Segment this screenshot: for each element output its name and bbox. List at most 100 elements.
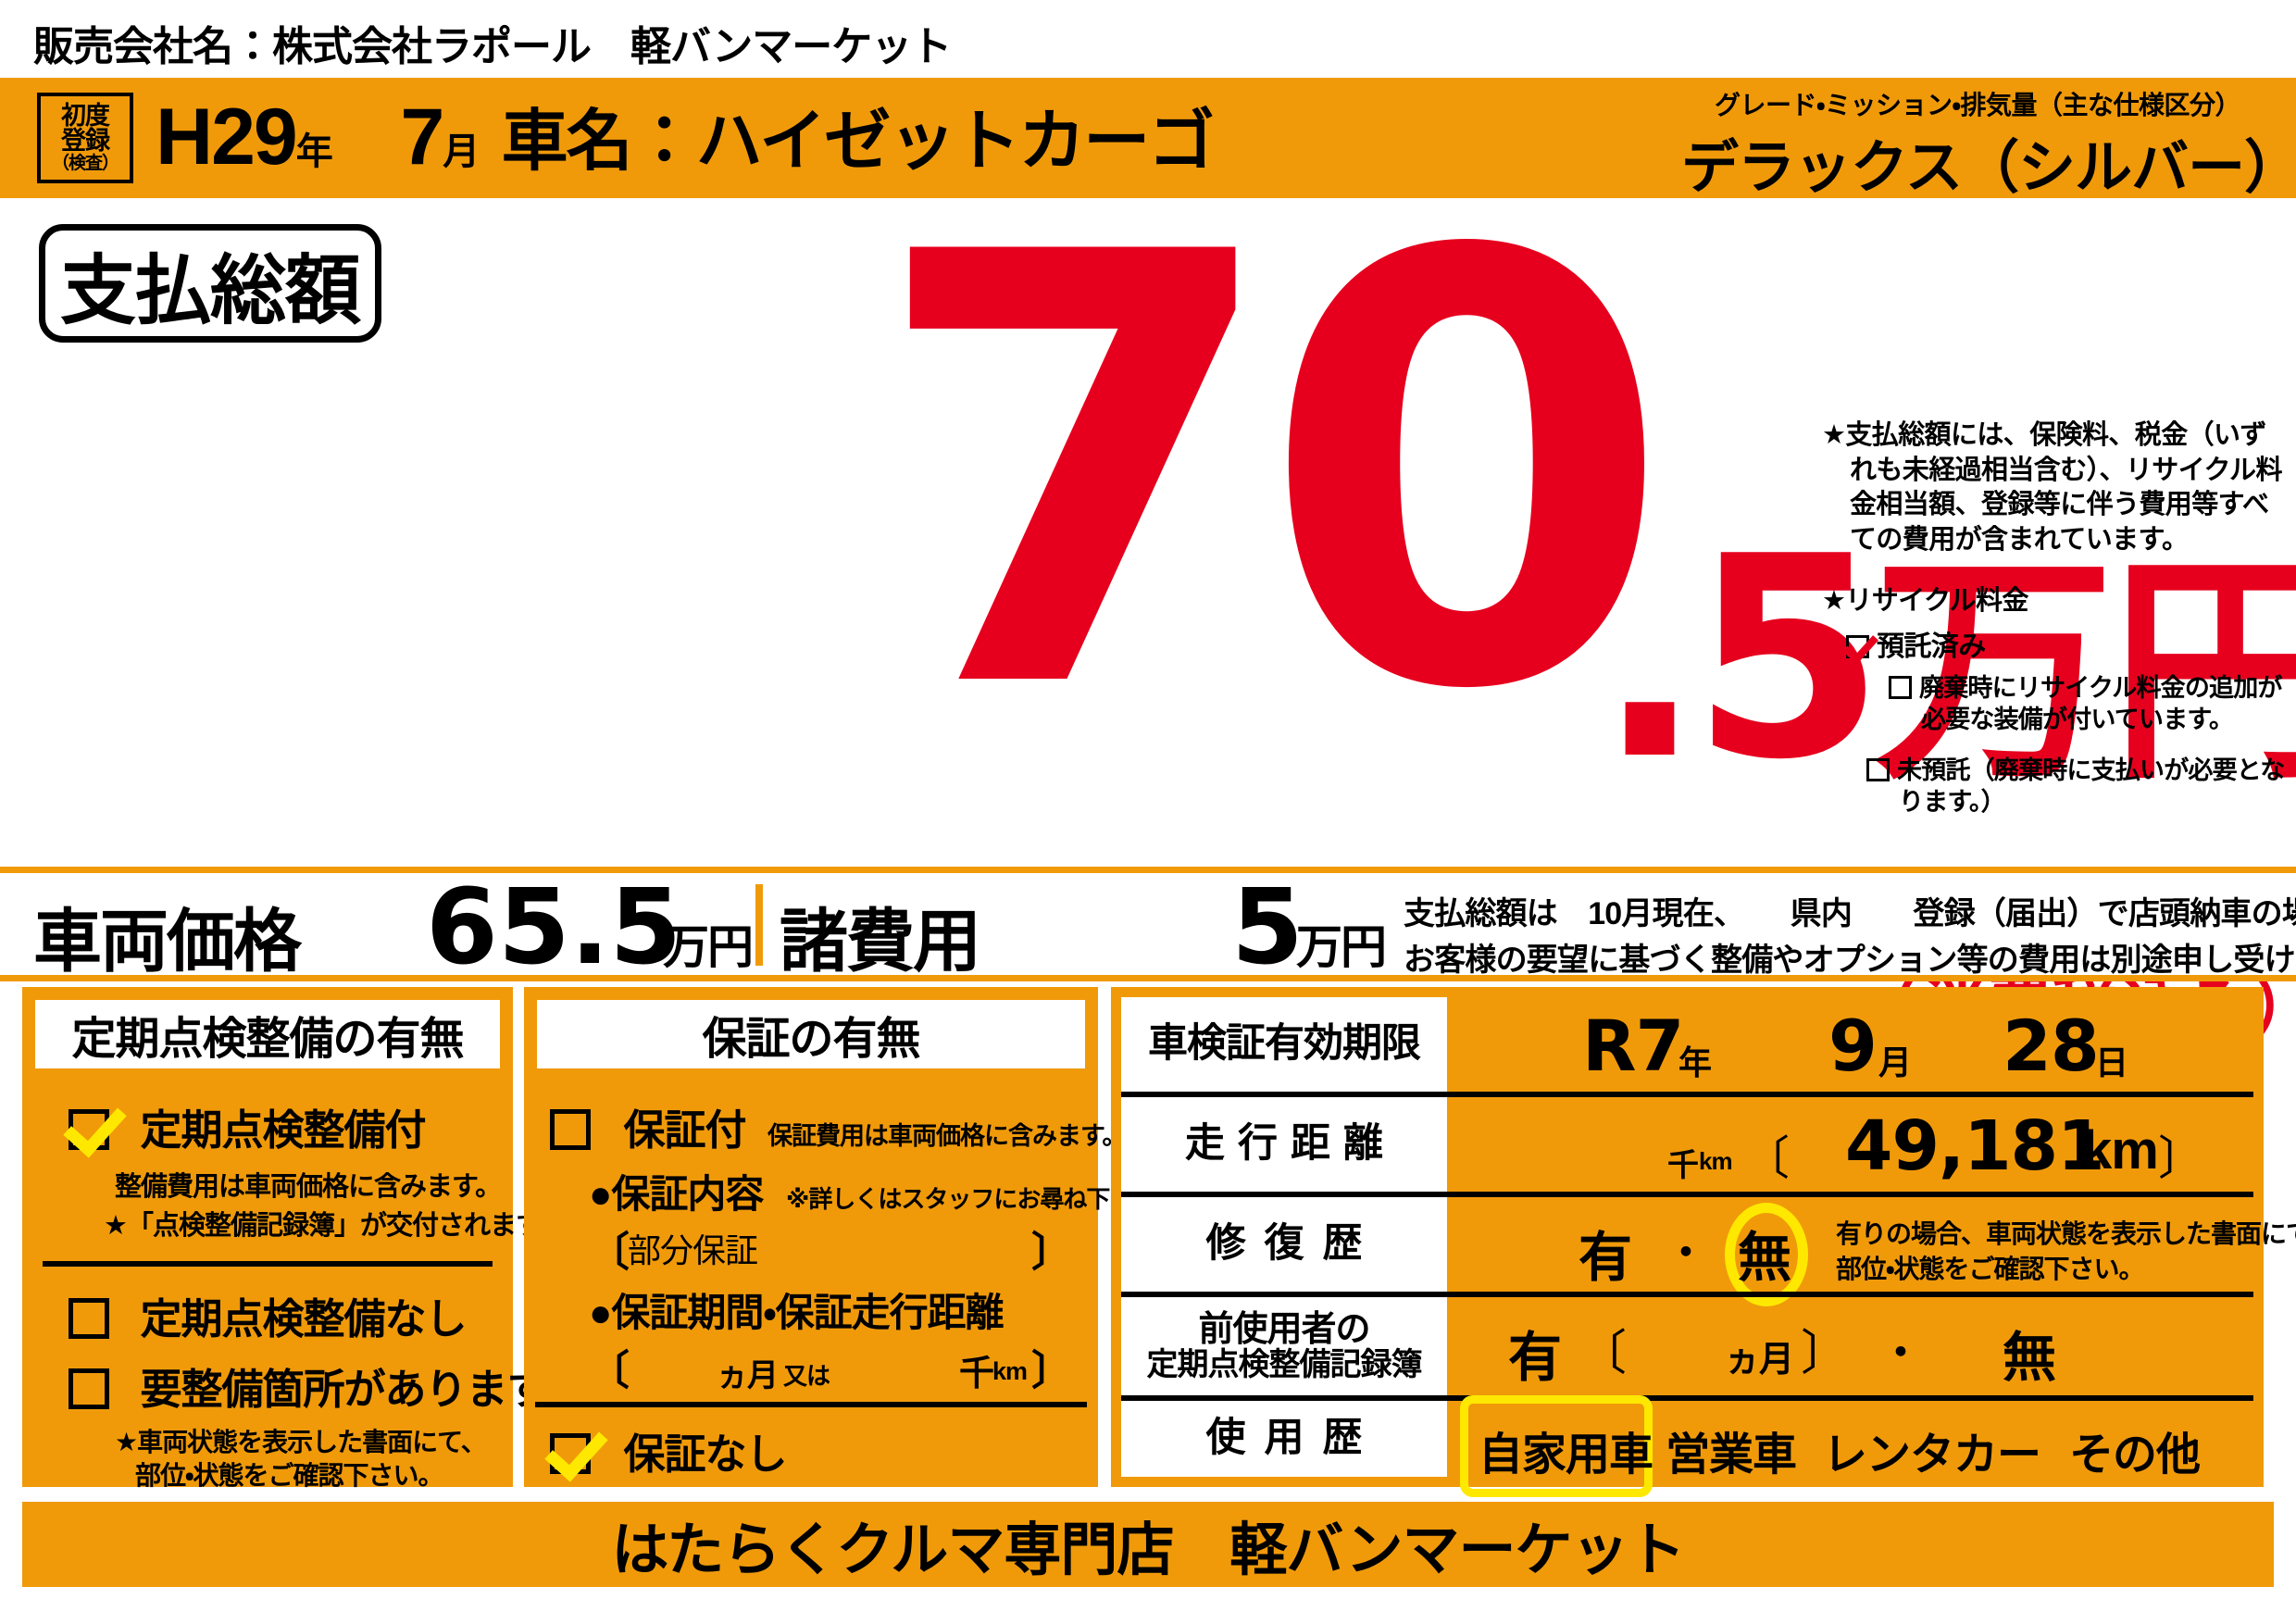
panel-divider — [43, 1261, 493, 1267]
inspection-with-note2: ★「点検整備記録簿」が交付されます。 — [104, 1211, 566, 1241]
recycle-heading: ★リサイクル料金 — [1822, 585, 2028, 616]
inspection-expiry-year-unit: 年 — [1678, 1043, 1712, 1081]
inspection-option-without[interactable]: 定期点検整備なし — [69, 1285, 468, 1345]
inspection-option-needs-repair[interactable]: 要整備箇所があります — [69, 1355, 549, 1416]
spec-value-prev-owner-record: 有 〔 ヵ月 〕 ・ 無 — [1447, 1297, 2253, 1395]
total-price-unit: 万円 — [1873, 538, 2296, 806]
warranty-content-bracket-right: 〕 — [1031, 1230, 1072, 1275]
first-registration-line3: （検査） — [51, 153, 119, 173]
inspection-with-note1: 整備費用は車両価格に含みます。 — [115, 1172, 502, 1202]
seller-line: 販売会社名：株式会社ラポール 軽バンマーケット — [33, 13, 952, 72]
spec-row-prev-owner-record: 前使用者の 定期点検整備記録簿 有 〔 ヵ月 〕 ・ 無 — [1121, 1297, 2253, 1395]
warranty-period-label: ●保証期間・保証走行距離 — [589, 1291, 1004, 1334]
reg-year-unit: 年 — [295, 131, 333, 172]
inspection-repair-note2: 部位・状態をご確認下さい。 — [135, 1461, 444, 1490]
seller-name: 株式会社ラポール 軽バンマーケット — [272, 24, 952, 69]
spec-value-usage-history: 自家用車 営業車 レンタカー その他 — [1447, 1395, 2253, 1497]
checkbox-checked-icon[interactable] — [550, 1433, 591, 1474]
spec-label-repair-history: 修復歴 — [1121, 1197, 1447, 1292]
spec-row-inspection-expiry: 車検証有効期限 R7 年 9 月 28 日 — [1121, 997, 2253, 1092]
usage-option-other[interactable]: その他 — [2069, 1430, 2201, 1480]
price-notes: ★支払総額には、保険料、税金（いずれも未経過相当含む）、リサイクル料金相当額、登… — [1822, 418, 2285, 818]
warranty-option-without[interactable]: 保証なし — [550, 1420, 788, 1480]
fees-unit: 万円 — [1296, 921, 1387, 973]
price-fine-note-line2: お客様の要望に基づく整備やオプション等の費用は別途申し受けます。 — [1404, 943, 2296, 978]
warranty-option-with[interactable]: 保証付 保証費用は車両価格に含みます。 — [550, 1096, 1127, 1156]
warranty-period-months-unit: ヵ月 — [717, 1358, 779, 1393]
warranty-with-note: 保証費用は車両価格に含みます。 — [767, 1122, 1127, 1150]
recycle-extra-equipment-row[interactable]: 廃棄時にリサイクル料金の追加が必要な装備が付いています。 — [1889, 673, 2285, 736]
spec-row-odometer: 走行距離 千 km 〔 49,181 km 〕 — [1121, 1097, 2253, 1192]
spec-table: 車検証有効期限 R7 年 9 月 28 日 走行距離 千 km 〔 49 — [1111, 987, 2296, 1497]
spec-value-repair-history: 有 ・ 無 有りの場合、車両状態を表示した書面にて、 部位・状態をご確認下さい。 — [1447, 1197, 2296, 1306]
inspection-option-needs-repair-label: 要整備箇所があります — [140, 1366, 549, 1413]
checkbox-empty-icon[interactable] — [1866, 758, 1890, 782]
odometer-thousand-unit: 千 — [1667, 1148, 1699, 1183]
inspection-expiry-month-unit: 月 — [1878, 1043, 1912, 1081]
spec-row-divider — [1121, 1395, 2253, 1401]
recycle-extra-equipment-label: 廃棄時にリサイクル料金の追加が必要な装備が付いています。 — [1919, 673, 2282, 733]
repair-history-no[interactable]: 無 — [1738, 1228, 1791, 1288]
price-breakdown-strip: 車両価格 65.5 万円 諸費用 5 万円 支払総額は 10月現在、 県内 登録… — [0, 867, 2296, 988]
spec-label-inspection-expiry: 車検証有効期限 — [1121, 997, 1447, 1092]
price-fine-note-line1: 支払総額は 10月現在、 県内 登録（届出）で店頭納車の場合の価格です。 — [1404, 896, 2296, 931]
fees-label: 諸費用 — [780, 903, 981, 980]
selected-circle-icon — [1725, 1203, 1808, 1306]
first-registration-line2: 登録 — [61, 127, 110, 156]
recycle-not-deposited-label: 未預託（廃棄時に支払いが必要となります。） — [1897, 756, 2285, 816]
warranty-panel-title: 保証の有無 — [537, 1000, 1085, 1068]
spec-value-odometer: 千 km 〔 49,181 km 〕 — [1447, 1097, 2253, 1192]
seller-label: 販売会社名： — [33, 24, 273, 69]
spec-row-divider — [1121, 1292, 2253, 1297]
checkbox-checked-icon[interactable] — [1846, 634, 1869, 658]
recycle-deposited-label: 預託済み — [1877, 631, 1986, 662]
total-price-integer-wrap: 70 — [870, 178, 1673, 770]
prev-owner-record-bracket-right: 〕 — [1801, 1327, 1849, 1380]
repair-history-note2: 部位・状態をご確認下さい。 — [1836, 1255, 2145, 1283]
total-price-badge: 支払総額 — [39, 224, 381, 343]
shop-footer-text: はたらくクルマ専門店 軽バンマーケット — [611, 1518, 1685, 1582]
total-price-area: 支払総額 70 .5万円 （消費税込み） ★支払総額には、保険料、税金（いずれも… — [0, 178, 2296, 1046]
recycle-not-deposited-row[interactable]: 未預託（廃棄時に支払いが必要となります。） — [1866, 756, 2285, 818]
checkbox-empty-icon[interactable] — [69, 1368, 109, 1409]
prev-owner-record-separator: ・ — [1880, 1330, 1921, 1376]
warranty-period-or: 又は — [783, 1362, 830, 1390]
spec-row-usage-history: 使用歴 自家用車 営業車 レンタカー その他 — [1121, 1395, 2253, 1497]
warranty-panel: 保証の有無 保証付 保証費用は車両価格に含みます。 ●保証内容 ※詳しくはスタッ… — [524, 987, 1179, 1487]
inspection-expiry-month: 9 — [1828, 1005, 1878, 1087]
checkbox-empty-icon[interactable] — [1889, 675, 1912, 699]
inspection-option-with-label: 定期点検整備付 — [140, 1106, 427, 1154]
total-price-explanation: ★支払総額には、保険料、税金（いずれも未経過相当含む）、リサイクル料金相当額、登… — [1822, 420, 2282, 556]
checkbox-empty-icon[interactable] — [550, 1109, 591, 1150]
spec-row-divider — [1121, 1192, 2253, 1197]
registration-bar: 初度 登録 （検査） H29年 7月 車名：ハイゼットカーゴ グレード・ミッショ… — [0, 78, 2296, 200]
usage-option-business[interactable]: 営業車 — [1666, 1430, 1797, 1480]
inspection-option-with[interactable]: 定期点検整備付 — [69, 1096, 427, 1156]
first-registration-box: 初度 登録 （検査） — [37, 93, 133, 183]
spec-label-prev-owner-record: 前使用者の 定期点検整備記録簿 — [1121, 1297, 1447, 1395]
total-price-decimal-wrap: .5万円 — [1597, 520, 2296, 798]
warranty-period-bracket-left: 〔 — [589, 1348, 630, 1393]
repair-history-separator: ・ — [1666, 1230, 1706, 1276]
grade-block: グレード・ミッション・排気量（主な仕様区分） デラックス（シルバー） — [1681, 85, 2296, 204]
checkbox-checked-icon[interactable] — [69, 1109, 109, 1150]
odometer-bracket-right: 〕 — [2158, 1132, 2204, 1184]
prev-owner-record-months-unit: ヵ月 — [1725, 1341, 1794, 1380]
fees-value: 5 — [1231, 868, 1304, 988]
odometer-thousand-sub: km — [1699, 1147, 1733, 1175]
warranty-period-km-sub: km — [992, 1357, 1028, 1385]
usage-option-private[interactable]: 自家用車 — [1479, 1430, 1653, 1480]
checkbox-empty-icon[interactable] — [69, 1298, 109, 1339]
repair-history-yes[interactable]: 有 — [1578, 1228, 1632, 1288]
prev-owner-record-no[interactable]: 無 — [2003, 1328, 2056, 1388]
prev-owner-record-bracket-left: 〔 — [1578, 1327, 1627, 1380]
prev-owner-record-yes[interactable]: 有 — [1508, 1328, 1562, 1388]
warranty-option-without-label: 保証なし — [623, 1430, 788, 1478]
usage-option-rental[interactable]: レンタカー — [1823, 1430, 2041, 1480]
recycle-deposited-row[interactable]: 預託済み — [1846, 623, 2285, 664]
warranty-period-km-unit: 千 — [959, 1355, 994, 1393]
inspection-panel: 定期点検整備の有無 定期点検整備付 整備費用は車両価格に含みます。 ★「点検整備… — [22, 987, 566, 1490]
warranty-content-value: 部分保証 — [628, 1231, 758, 1269]
warranty-content-row: ●保証内容 ※詳しくはスタッフにお尋ね下さい。 — [589, 1163, 1179, 1219]
inspection-expiry-day-unit: 日 — [2095, 1043, 2128, 1081]
